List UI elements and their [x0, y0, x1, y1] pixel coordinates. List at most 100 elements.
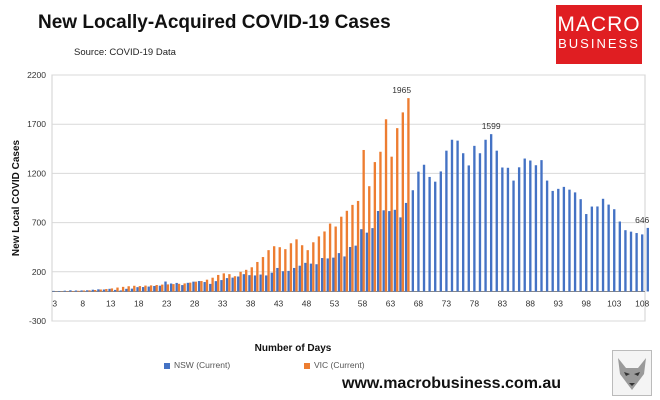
bar-nsw [259, 274, 262, 292]
bar-nsw [445, 150, 448, 292]
bar-nsw [506, 167, 510, 292]
bar-nsw [147, 286, 150, 292]
x-tick-label: 103 [607, 298, 621, 308]
x-tick-label: 18 [134, 298, 144, 308]
bar-vic [356, 200, 360, 292]
bar-nsw [371, 228, 374, 292]
bar-nsw [276, 267, 279, 292]
bar-nsw [417, 171, 420, 292]
y-axis-title: New Local COVID Cases [11, 139, 22, 256]
bar-nsw [551, 190, 554, 292]
bar-nsw [74, 290, 78, 292]
bar-nsw [641, 234, 644, 292]
bar-nsw [411, 190, 415, 292]
bar-nsw [293, 267, 296, 292]
bar-nsw [618, 221, 621, 292]
bar-vic [351, 204, 354, 292]
bar-vic [407, 98, 410, 292]
bar-nsw [287, 270, 290, 292]
bar-nsw [130, 288, 134, 292]
bar-vic [261, 257, 265, 292]
bar-nsw [523, 158, 526, 292]
y-tick-label: 200 [32, 267, 46, 277]
bar-nsw [512, 180, 515, 292]
x-tick-label: 23 [162, 298, 172, 308]
legend-item-vic: VIC (Current) [304, 360, 365, 370]
bar-nsw [169, 283, 173, 292]
bar-nsw [517, 167, 521, 292]
bar-nsw [108, 288, 111, 292]
bar-vic [99, 289, 102, 292]
bar-nsw [534, 165, 538, 292]
bar-vic [110, 288, 114, 292]
bar-vic [233, 276, 237, 292]
bar-nsw [422, 164, 426, 292]
bar-nsw [153, 285, 156, 292]
website-url[interactable]: www.macrobusiness.com.au [342, 375, 562, 392]
bar-nsw [343, 256, 346, 292]
bar-nsw [253, 275, 257, 292]
bar-vic [105, 289, 108, 292]
bar-nsw [186, 282, 190, 292]
bar-vic [256, 261, 259, 292]
bar-nsw [348, 247, 352, 292]
macrobusiness-logo: MACRO BUSINESS [556, 5, 642, 64]
bar-nsw [304, 262, 307, 292]
bar-vic [88, 290, 91, 292]
bar-nsw [388, 211, 391, 292]
x-tick-label: 13 [106, 298, 116, 308]
bar-nsw [52, 290, 55, 292]
bar-nsw [86, 290, 89, 292]
bar-nsw [136, 287, 139, 292]
bar-nsw [237, 276, 240, 292]
x-tick-label: 43 [274, 298, 284, 308]
bar-nsw [315, 264, 318, 292]
bar-vic [278, 247, 281, 292]
bar-vic [121, 286, 125, 292]
x-tick-label: 88 [526, 298, 536, 308]
x-tick-label: 73 [442, 298, 452, 308]
bar-nsw [601, 198, 605, 292]
bar-vic [166, 284, 170, 292]
bar-nsw [248, 275, 251, 292]
bar-vic [189, 282, 192, 292]
bar-nsw [91, 289, 94, 292]
bar-vic [362, 149, 365, 292]
x-tick-label: 98 [582, 298, 592, 308]
legend-label-nsw: NSW (Current) [174, 360, 231, 370]
bar-vic [267, 250, 270, 292]
bar-vic [161, 284, 164, 292]
bar-nsw [484, 139, 487, 292]
data-label: 646 [635, 215, 649, 225]
bar-vic [312, 242, 315, 292]
bar-nsw [540, 160, 543, 292]
bar-vic [82, 290, 86, 292]
x-tick-label: 33 [218, 298, 228, 308]
bar-nsw [265, 275, 268, 292]
bar-nsw [158, 285, 162, 292]
bar-vic [93, 290, 97, 292]
bar-nsw [102, 289, 106, 292]
bar-vic [289, 243, 293, 292]
bar-nsw [585, 214, 588, 292]
bar-nsw [270, 272, 273, 292]
bar-nsw [326, 258, 329, 292]
plot-area [51, 74, 646, 322]
bar-vic [401, 112, 404, 292]
bar-nsw [646, 227, 649, 292]
bar-nsw [450, 139, 454, 292]
x-tick-label: 68 [414, 298, 424, 308]
bar-nsw [69, 290, 72, 292]
bar-vic [155, 284, 158, 292]
bar-vic [328, 223, 332, 292]
bar-nsw [473, 145, 476, 292]
bar-nsw [97, 289, 100, 292]
y-tick-label: -300 [29, 316, 46, 326]
x-tick-label: 93 [554, 298, 564, 308]
bar-vic [200, 281, 203, 292]
bar-nsw [164, 281, 167, 292]
y-tick-label: 1700 [27, 119, 46, 129]
bar-vic [250, 267, 253, 292]
bar-nsw [63, 290, 66, 292]
bar-nsw [573, 192, 577, 292]
